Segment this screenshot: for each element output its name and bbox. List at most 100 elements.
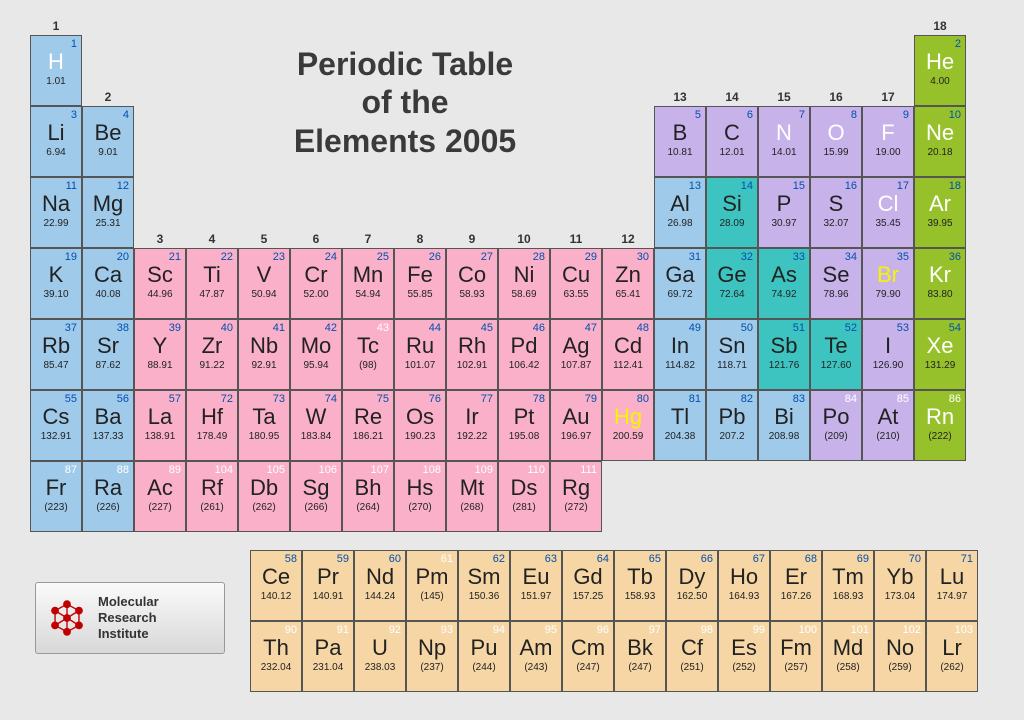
element-symbol: Tc <box>343 334 393 358</box>
element-Gd: 64Gd157.25 <box>562 550 614 621</box>
atomic-mass: 72.64 <box>707 289 757 300</box>
element-symbol: Cr <box>291 263 341 287</box>
element-symbol: Es <box>719 636 769 660</box>
atomic-mass: 127.60 <box>811 360 861 371</box>
element-symbol: Bi <box>759 405 809 429</box>
element-Zr: 40Zr91.22 <box>186 319 238 390</box>
atomic-mass: (259) <box>875 662 925 673</box>
atomic-mass: (257) <box>771 662 821 673</box>
element-Pr: 59Pr140.91 <box>302 550 354 621</box>
element-Sg: 106Sg(266) <box>290 461 342 532</box>
atomic-mass: 52.00 <box>291 289 341 300</box>
atomic-mass: (272) <box>551 502 601 513</box>
element-Tc: 43Tc(98) <box>342 319 394 390</box>
atomic-mass: 204.38 <box>655 431 705 442</box>
element-Ru: 44Ru101.07 <box>394 319 446 390</box>
element-symbol: Mt <box>447 476 497 500</box>
atomic-mass: 12.01 <box>707 147 757 158</box>
atomic-mass: 79.90 <box>863 289 913 300</box>
atomic-mass: 35.45 <box>863 218 913 229</box>
element-symbol: Cu <box>551 263 601 287</box>
element-symbol: Zn <box>603 263 653 287</box>
atomic-mass: 32.07 <box>811 218 861 229</box>
element-symbol: S <box>811 192 861 216</box>
element-symbol: Ni <box>499 263 549 287</box>
element-Cu: 29Cu63.55 <box>550 248 602 319</box>
atomic-mass: (262) <box>927 662 977 673</box>
element-symbol: Ce <box>251 565 301 589</box>
element-Pt: 78Pt195.08 <box>498 390 550 461</box>
element-symbol: O <box>811 121 861 145</box>
element-symbol: Yb <box>875 565 925 589</box>
element-B: 5B10.81 <box>654 106 706 177</box>
atomic-mass: 238.03 <box>355 662 405 673</box>
element-F: 9F19.00 <box>862 106 914 177</box>
element-symbol: Rn <box>915 405 965 429</box>
element-symbol: Hf <box>187 405 237 429</box>
group-label-12: 12 <box>602 232 654 246</box>
element-Tl: 81Tl204.38 <box>654 390 706 461</box>
element-symbol: Hg <box>603 405 653 429</box>
group-label-10: 10 <box>498 232 550 246</box>
group-label-9: 9 <box>446 232 498 246</box>
atomic-mass: 6.94 <box>31 147 81 158</box>
atomic-mass: 9.01 <box>83 147 133 158</box>
element-symbol: Ru <box>395 334 445 358</box>
atomic-mass: (268) <box>447 502 497 513</box>
element-symbol: V <box>239 263 289 287</box>
element-Ge: 32Ge72.64 <box>706 248 758 319</box>
atomic-mass: 87.62 <box>83 360 133 371</box>
element-Tm: 69Tm168.93 <box>822 550 874 621</box>
element-P: 15P30.97 <box>758 177 810 248</box>
atomic-mass: 40.08 <box>83 289 133 300</box>
element-symbol: Db <box>239 476 289 500</box>
element-symbol: Al <box>655 192 705 216</box>
atomic-mass: 196.97 <box>551 431 601 442</box>
element-symbol: K <box>31 263 81 287</box>
group-label-2: 2 <box>82 90 134 104</box>
element-symbol: Pm <box>407 565 457 589</box>
element-Xe: 54Xe131.29 <box>914 319 966 390</box>
atomic-mass: 144.24 <box>355 591 405 602</box>
element-symbol: Nb <box>239 334 289 358</box>
atomic-mass: (145) <box>407 591 457 602</box>
atomic-mass: (261) <box>187 502 237 513</box>
element-symbol: Ho <box>719 565 769 589</box>
group-label-6: 6 <box>290 232 342 246</box>
element-symbol: Rh <box>447 334 497 358</box>
element-Fm: 100Fm(257) <box>770 621 822 692</box>
atomic-mass: 65.41 <box>603 289 653 300</box>
element-Ca: 20Ca40.08 <box>82 248 134 319</box>
atomic-mass: (270) <box>395 502 445 513</box>
element-Db: 105Db(262) <box>238 461 290 532</box>
element-Ta: 73Ta180.95 <box>238 390 290 461</box>
atomic-mass: 10.81 <box>655 147 705 158</box>
element-symbol: Tl <box>655 405 705 429</box>
group-label-13: 13 <box>654 90 706 104</box>
element-Bh: 107Bh(264) <box>342 461 394 532</box>
element-symbol: Os <box>395 405 445 429</box>
element-Np: 93Np(237) <box>406 621 458 692</box>
atomic-mass: (281) <box>499 502 549 513</box>
atomic-mass: (210) <box>863 431 913 442</box>
element-symbol: Ds <box>499 476 549 500</box>
element-Ir: 77Ir192.22 <box>446 390 498 461</box>
atomic-mass: 83.80 <box>915 289 965 300</box>
logo-line1: Molecular <box>98 594 159 610</box>
element-symbol: I <box>863 334 913 358</box>
element-symbol: Cl <box>863 192 913 216</box>
element-K: 19K39.10 <box>30 248 82 319</box>
atomic-mass: (223) <box>31 502 81 513</box>
atomic-mass: 200.59 <box>603 431 653 442</box>
atomic-mass: (251) <box>667 662 717 673</box>
element-W: 74W183.84 <box>290 390 342 461</box>
element-symbol: Er <box>771 565 821 589</box>
element-symbol: Cm <box>563 636 613 660</box>
element-Re: 75Re186.21 <box>342 390 394 461</box>
element-Os: 76Os190.23 <box>394 390 446 461</box>
element-Ds: 110Ds(281) <box>498 461 550 532</box>
group-label-11: 11 <box>550 232 602 246</box>
atomic-mass: 107.87 <box>551 360 601 371</box>
element-Pb: 82Pb207.2 <box>706 390 758 461</box>
element-symbol: Ac <box>135 476 185 500</box>
